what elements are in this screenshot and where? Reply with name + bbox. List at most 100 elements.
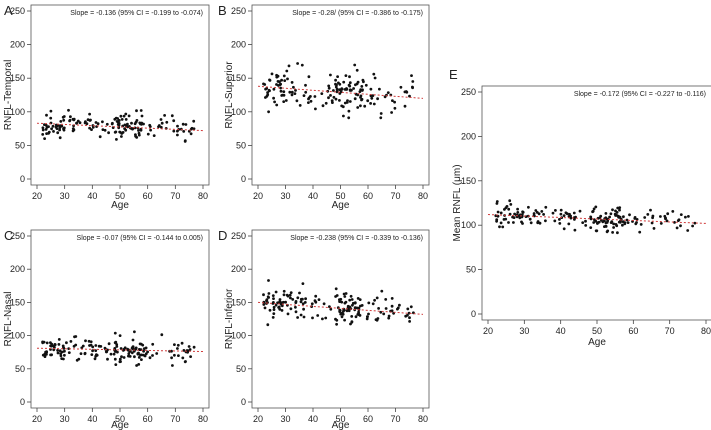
data-point [513, 212, 516, 216]
data-point [119, 114, 123, 118]
data-point [538, 221, 542, 225]
data-point [313, 95, 317, 98]
data-point [664, 217, 667, 221]
data-point [142, 122, 145, 126]
data-point [611, 208, 614, 212]
data-point [544, 205, 548, 209]
data-point [302, 94, 306, 97]
data-point [59, 352, 63, 356]
data-point [272, 96, 275, 100]
y-tick-label: 150 [461, 176, 476, 186]
data-point [62, 126, 66, 130]
data-point [361, 78, 365, 82]
data-point [83, 351, 87, 355]
data-point [135, 364, 139, 367]
data-point [119, 347, 123, 350]
data-point [329, 73, 332, 77]
data-point [311, 316, 314, 320]
data-point [91, 349, 94, 353]
plot-frame [251, 229, 430, 409]
panel-label: C [4, 228, 13, 243]
data-point [280, 301, 284, 304]
y-tick-label: 200 [231, 264, 246, 274]
data-point [535, 211, 539, 214]
data-point [126, 122, 129, 126]
data-point [290, 93, 294, 97]
data-point [122, 114, 126, 118]
x-tick-label: 80 [418, 414, 428, 424]
data-point [69, 115, 72, 119]
data-point [93, 357, 97, 361]
y-axis-title: RNFL-Superior [224, 61, 235, 129]
y-tick-label: 100 [231, 331, 246, 341]
data-point [622, 215, 625, 219]
data-point [148, 356, 152, 360]
data-point [303, 301, 307, 304]
data-point [608, 215, 611, 219]
x-tick-label: 80 [198, 414, 208, 424]
data-point [87, 339, 91, 343]
data-point [118, 360, 122, 364]
data-point [612, 226, 615, 229]
data-point [501, 225, 505, 229]
data-point [265, 87, 269, 90]
data-point [542, 213, 545, 216]
data-point [666, 212, 670, 216]
data-point [321, 317, 324, 321]
data-point [43, 137, 46, 141]
data-point [268, 79, 272, 82]
data-point [507, 207, 511, 211]
data-point [49, 109, 53, 113]
data-point [340, 87, 344, 91]
data-point [679, 213, 683, 217]
panel-d: 0 50 100 150 200 250 20 30 40 50 60 70 80 Age RNFL-Inf… [218, 228, 430, 430]
y-tick-label: 250 [461, 87, 476, 97]
x-tick-label: 80 [418, 191, 428, 201]
data-point [573, 218, 576, 221]
data-point [188, 348, 192, 351]
data-point [649, 208, 652, 212]
data-point [62, 357, 65, 361]
data-point [152, 134, 156, 138]
data-point [133, 122, 137, 126]
data-point [157, 124, 161, 127]
x-tick-label: 50 [115, 414, 125, 424]
data-point [621, 220, 625, 224]
data-point [63, 353, 66, 357]
data-point [614, 209, 617, 213]
data-point [310, 302, 314, 306]
data-point [352, 87, 355, 90]
x-axis-title: Age [111, 200, 129, 211]
data-point [499, 211, 503, 215]
data-point [116, 350, 119, 354]
x-tick-label: 60 [363, 191, 373, 201]
data-point [508, 212, 512, 216]
data-point [273, 100, 276, 104]
data-point [299, 300, 303, 304]
data-point [351, 303, 354, 307]
data-point [127, 352, 131, 356]
data-point [41, 133, 45, 136]
data-point [643, 216, 647, 219]
data-point [371, 302, 375, 306]
data-point [103, 346, 107, 350]
data-point [275, 103, 279, 107]
data-point [599, 214, 603, 218]
data-point [56, 349, 59, 352]
data-point [405, 90, 409, 94]
data-point [409, 305, 413, 309]
data-point [329, 94, 332, 97]
data-point [131, 338, 135, 342]
data-point [74, 343, 78, 347]
data-point [286, 312, 290, 316]
data-point [60, 124, 64, 128]
data-point [173, 343, 176, 346]
data-point [322, 302, 326, 306]
data-point [372, 102, 376, 106]
data-point [272, 312, 276, 315]
data-point [294, 300, 298, 303]
y-tick-label: 100 [10, 107, 25, 117]
data-point [172, 129, 176, 133]
data-point [324, 316, 328, 320]
data-point [342, 309, 345, 313]
